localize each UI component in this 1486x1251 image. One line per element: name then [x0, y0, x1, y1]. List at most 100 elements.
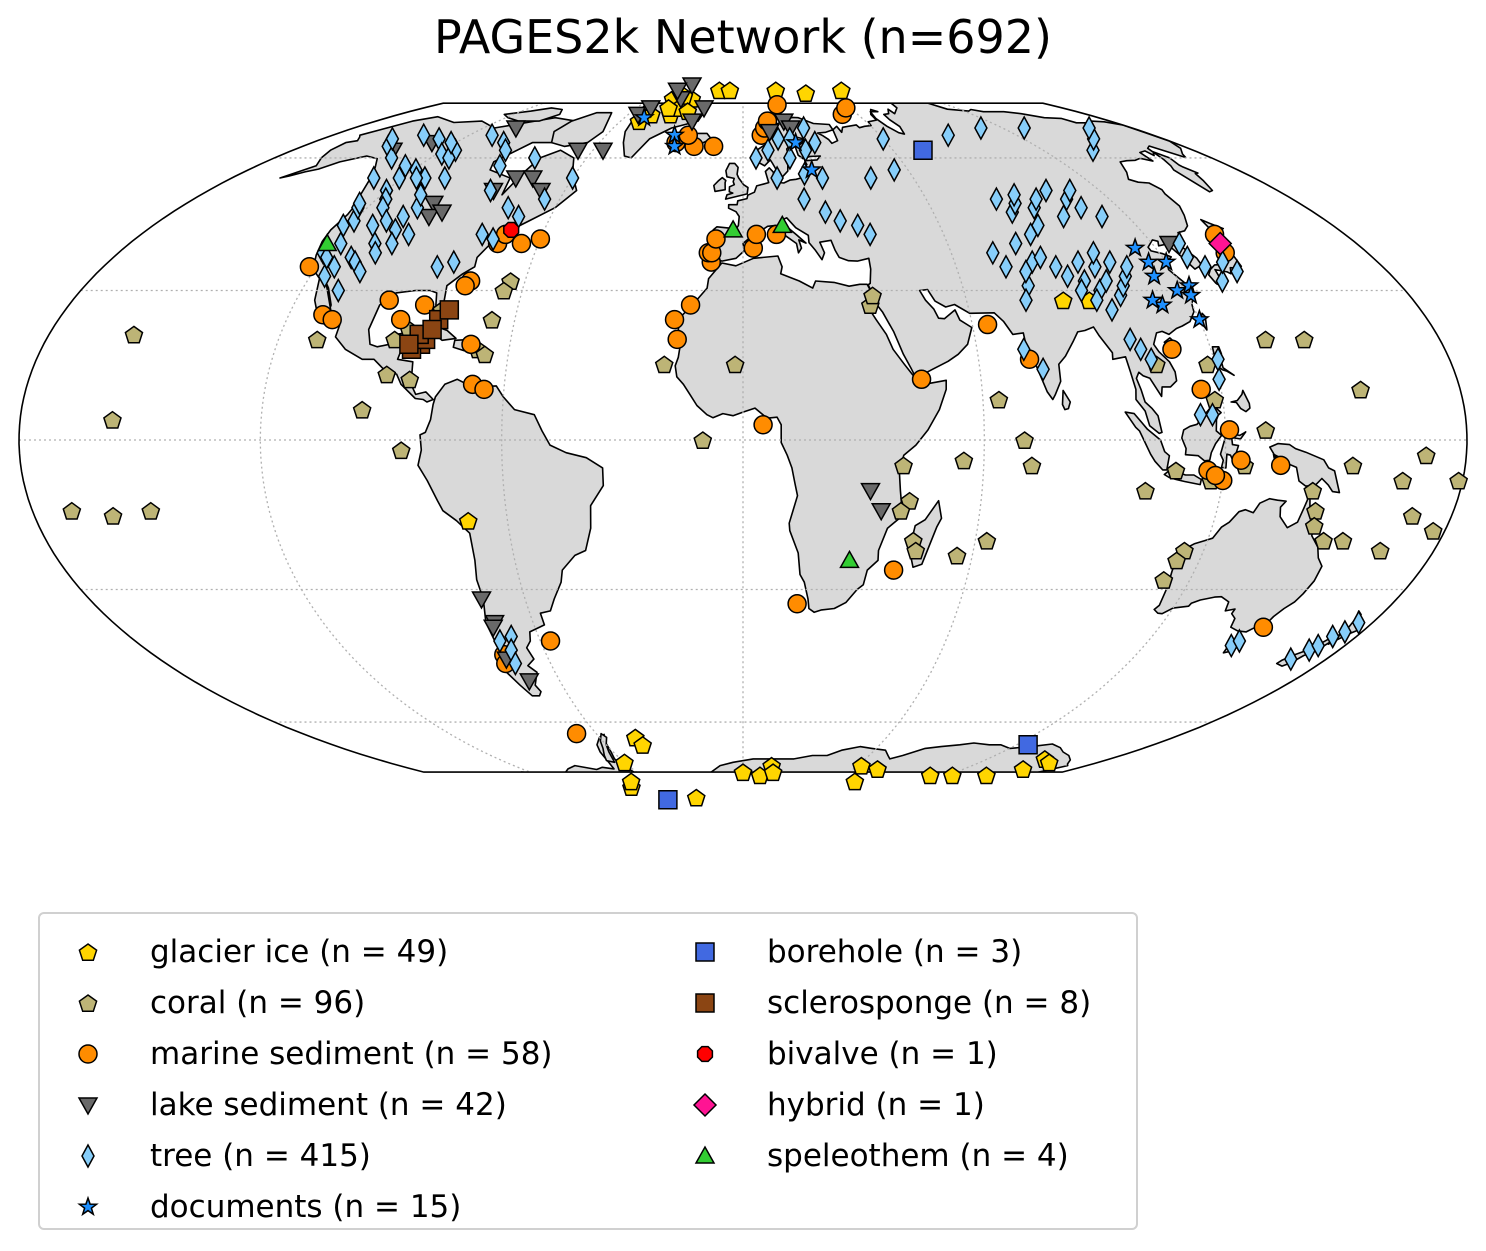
tree-site-marker	[941, 122, 956, 148]
lake-sediment-marker-icon	[77, 1097, 99, 1116]
glacier-ice-site-marker	[852, 756, 871, 775]
tree-site-marker	[384, 145, 399, 171]
legend-label: documents (n = 15)	[150, 1188, 462, 1225]
tree-site-marker	[486, 226, 500, 252]
tree-site-marker	[385, 126, 400, 152]
glacier-ice-site-marker	[796, 84, 816, 102]
tree-site-marker	[833, 208, 848, 234]
speleothem-site-marker	[722, 219, 744, 238]
coral-site-marker	[1256, 420, 1276, 439]
tree-site-marker	[798, 137, 813, 163]
tree-site-marker	[1144, 346, 1159, 372]
borehole-marker-icon	[695, 942, 715, 962]
land-australia	[1153, 493, 1323, 633]
lake-sediment-site-marker	[667, 82, 688, 101]
coral-marker-icon	[78, 994, 98, 1013]
marine-sediment-site-marker	[530, 229, 551, 249]
tree-site-marker	[1338, 619, 1352, 645]
documents-site-marker	[1137, 250, 1160, 272]
marine-sediment-site-marker	[299, 257, 320, 277]
tree-site-marker	[365, 212, 380, 238]
documents-site-marker	[633, 106, 656, 127]
marine-sediment-site-marker	[703, 136, 724, 157]
glacier-ice-marker-icon	[78, 943, 98, 962]
land-great-britain	[724, 162, 749, 200]
coral-site-marker	[693, 431, 713, 450]
coral-site-marker	[1351, 380, 1370, 399]
tree-site-marker	[501, 195, 516, 221]
legend-item-tree: tree (n = 415)	[40, 1130, 553, 1181]
lake-sediment-site-marker	[681, 113, 703, 132]
glacier-ice-site-marker	[615, 753, 634, 772]
tree-site-marker	[353, 258, 367, 285]
tree-site-marker	[1029, 186, 1043, 212]
tree-site-marker	[1172, 230, 1187, 257]
tree-site-marker	[1007, 182, 1021, 208]
tree-site-marker	[565, 165, 580, 191]
marine-sediment-site-marker	[667, 329, 687, 350]
glacier-ice-site-marker	[633, 735, 653, 754]
tree-site-marker	[527, 145, 542, 171]
tree-site-marker	[392, 165, 407, 191]
tree-site-marker	[783, 145, 797, 171]
coral-site-marker	[1166, 461, 1186, 480]
legend-item-documents: documents (n = 15)	[40, 1181, 553, 1232]
coral-site-marker	[1393, 471, 1413, 490]
coral-site-marker	[124, 325, 144, 344]
marine-sediment-marker-icon	[78, 1044, 98, 1064]
speleothem-marker-icon	[694, 1145, 716, 1164]
tree-site-marker	[749, 145, 763, 171]
tree-site-marker	[1351, 610, 1366, 636]
tree-site-marker	[317, 263, 332, 289]
tree-site-marker	[1232, 628, 1247, 654]
legend-label: lake sediment (n = 42)	[150, 1086, 507, 1123]
lake-sediment-site-marker	[505, 120, 527, 139]
coral-site-marker	[1449, 471, 1469, 490]
tree-site-marker	[416, 122, 431, 148]
legend-item-sclerosponge: sclerosponge (n = 8)	[657, 977, 1091, 1028]
documents-site-marker	[1178, 274, 1200, 295]
map-outline	[18, 102, 1468, 773]
land-north-america	[279, 115, 578, 403]
legend-item-borehole: borehole (n = 3)	[657, 926, 1091, 977]
tree-site-marker	[807, 130, 822, 156]
sclerosponge-site-marker	[439, 300, 460, 320]
legend-label: speleothem (n = 4)	[767, 1137, 1069, 1174]
tree-site-marker	[366, 165, 381, 191]
hybrid-legend-symbol	[692, 1092, 718, 1118]
documents-site-marker	[1141, 288, 1164, 310]
marine-sediment-site-marker	[1231, 450, 1251, 471]
marine-sediment-site-marker	[1191, 379, 1211, 400]
marine-sediment-site-marker	[1253, 617, 1274, 637]
tree-site-marker	[1086, 240, 1101, 266]
land-sri-lanka	[1061, 389, 1072, 411]
marine-sediment-site-marker	[1162, 339, 1182, 360]
legend-label: sclerosponge (n = 8)	[767, 984, 1092, 1021]
land-sumatra	[1124, 411, 1171, 471]
coral-site-marker	[891, 501, 911, 520]
coral-site-marker	[1343, 456, 1363, 475]
legend: glacier ice (n = 49) coral (n = 96) mari…	[38, 912, 1138, 1230]
glacier-ice-site-marker	[868, 759, 887, 778]
documents-site-marker	[1180, 284, 1202, 305]
marine-sediment-site-marker	[566, 723, 587, 744]
tree-site-marker	[1105, 297, 1119, 323]
documents-legend-symbol	[77, 1195, 99, 1217]
land-antarctic-peninsula	[599, 732, 616, 764]
tree-site-marker	[1023, 221, 1038, 247]
tree-legend-symbol	[81, 1143, 95, 1169]
glacier-ice-site-marker	[763, 763, 783, 782]
lake-sediment-site-marker	[482, 619, 504, 638]
coral-site-marker	[1304, 516, 1324, 535]
documents-site-marker	[1124, 236, 1146, 258]
documents-site-marker	[1166, 279, 1188, 300]
tree-site-marker	[1016, 336, 1031, 362]
tree-site-marker	[368, 240, 383, 266]
hybrid-site-marker	[1208, 231, 1233, 256]
borehole-legend-symbol	[695, 942, 715, 962]
coral-site-marker	[1303, 481, 1323, 500]
sclerosponge-site-marker	[399, 334, 419, 355]
marine-sediment-site-marker	[911, 369, 932, 390]
coral-site-marker	[906, 541, 926, 560]
tree-site-marker	[409, 165, 424, 191]
